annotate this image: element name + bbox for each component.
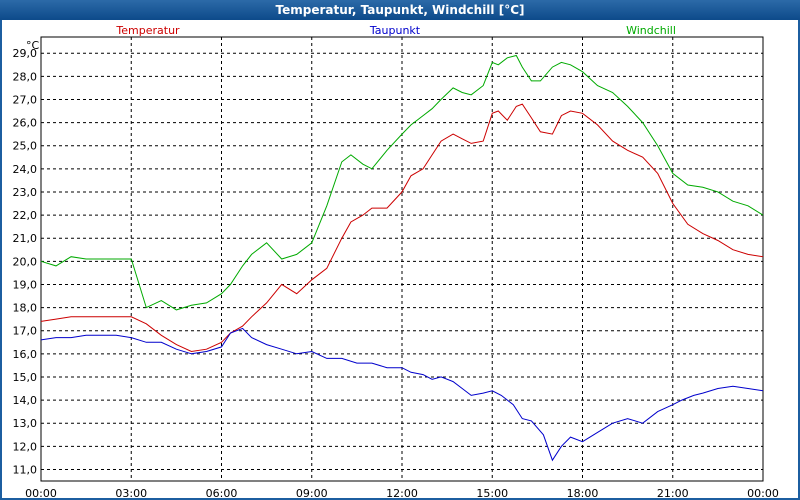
- legend-item-temperatur: Temperatur: [115, 24, 180, 37]
- series-line-taupunkt: [40, 327, 764, 462]
- y-tick-label: 19,0: [13, 278, 38, 291]
- y-tick-label: 27,0: [13, 93, 38, 106]
- chart-canvas: 11,0 12,0 13,0 14,0 15,0 16,0 17,0 18,0 19,0 20,0…: [13, 24, 779, 498]
- grid-lines: [41, 37, 763, 481]
- y-tick-label: 21,0: [13, 232, 38, 245]
- x-tick-time-label: 09:00: [296, 487, 328, 498]
- y-tick-label: 25,0: [13, 140, 38, 153]
- y-tick-label: 16,0: [13, 348, 38, 361]
- y-tick-label: 29,0: [13, 47, 38, 60]
- x-tick-time-label: 00:00: [747, 487, 779, 498]
- window-border-right: [798, 20, 800, 500]
- y-tick-label: 15,0: [13, 371, 38, 384]
- y-tick-label: 18,0: [13, 302, 38, 315]
- y-axis-ticks: 11,0 12,0 13,0 14,0 15,0 16,0 17,0 18,0 19,0 20,0…: [13, 47, 38, 476]
- legend: Temperatur Taupunkt Windchill: [115, 24, 676, 37]
- x-tick-time-label: 18:00: [567, 487, 599, 498]
- x-axis-ticks: 00:0012.07.1803:0012.07.1806:0012.07.180…: [25, 487, 779, 498]
- x-tick-time-label: 00:00: [25, 487, 57, 498]
- series-line-temperatur: [40, 103, 764, 353]
- y-tick-label: 14,0: [13, 394, 38, 407]
- x-tick-time-label: 03:00: [115, 487, 147, 498]
- series-lines: [40, 54, 764, 462]
- y-tick-label: 22,0: [13, 209, 38, 222]
- y-axis-unit-label: °C: [26, 39, 40, 52]
- y-tick-label: 28,0: [13, 70, 38, 83]
- y-tick-label: 26,0: [13, 117, 38, 130]
- x-tick-time-label: 15:00: [476, 487, 508, 498]
- x-tick-time-label: 12:00: [386, 487, 418, 498]
- window-border-left: [0, 20, 2, 500]
- legend-item-taupunkt: Taupunkt: [369, 24, 421, 37]
- y-tick-label: 12,0: [13, 440, 38, 453]
- legend-item-windchill: Windchill: [626, 24, 676, 37]
- y-tick-label: 24,0: [13, 163, 38, 176]
- y-tick-label: 17,0: [13, 325, 38, 338]
- window-border-bottom: [0, 498, 800, 500]
- window-title: Temperatur, Taupunkt, Windchill [°C]: [0, 0, 800, 20]
- y-tick-label: 13,0: [13, 417, 38, 430]
- y-tick-label: 20,0: [13, 255, 38, 268]
- x-tick-time-label: 06:00: [206, 487, 238, 498]
- y-tick-label: 23,0: [13, 186, 38, 199]
- y-tick-label: 11,0: [13, 463, 38, 476]
- series-line-windchill: [40, 54, 764, 311]
- x-tick-time-label: 21:00: [657, 487, 689, 498]
